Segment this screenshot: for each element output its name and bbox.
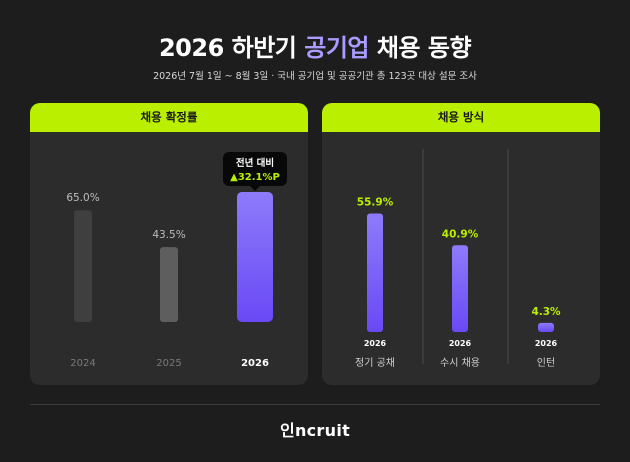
hiring-method-panel: 채용 방식 55.9% 2026 정기 공채 40.9% 2026 수시 채용 4.3% 20… — [322, 103, 600, 385]
bar-2024 — [74, 210, 92, 322]
bar-인턴 — [538, 322, 554, 332]
value-label: 65.0% — [66, 192, 99, 204]
value-label: 55.9% — [357, 196, 394, 208]
bar-2025 — [160, 247, 178, 322]
yoy-badge-pointer — [250, 186, 260, 191]
yoy-badge-value: ▲32.1%P — [230, 172, 280, 183]
value-label: 40.9% — [442, 228, 479, 240]
category-label: 2026 — [241, 358, 269, 369]
year-label: 2026 — [449, 339, 472, 348]
year-label: 2026 — [535, 339, 558, 348]
year-label: 2026 — [364, 339, 387, 348]
bar-2026 — [237, 191, 273, 322]
footer-divider — [30, 404, 600, 405]
bar-수시 채용 — [452, 245, 468, 332]
yoy-badge-title: 전년 대비 — [236, 157, 274, 169]
page-subtitle: 2026년 7월 1일 ~ 8월 3일 · 국내 공기업 및 공공기관 총 12… — [153, 71, 477, 82]
category-label: 2025 — [156, 358, 181, 369]
bar-정기 공채 — [367, 213, 383, 332]
incruit-logo: 인ncruit — [279, 421, 351, 440]
title-suffix: 채용 동향 — [376, 34, 472, 62]
category-label: 수시 채용 — [440, 357, 480, 369]
value-label: 43.5% — [152, 229, 185, 241]
category-label: 인턴 — [537, 357, 555, 369]
title-prefix: 2026 하반기 — [158, 34, 297, 62]
category-label: 정기 공채 — [355, 357, 395, 369]
panel-title: 채용 확정률 — [30, 103, 308, 132]
panel-title: 채용 방식 — [322, 103, 600, 132]
page-title: 2026 하반기 공기업 채용 동향 — [0, 28, 630, 63]
category-label: 2024 — [70, 358, 95, 369]
hiring-method-chart: 55.9% 2026 정기 공채 40.9% 2026 수시 채용 4.3% 2026 인턴 — [355, 149, 561, 369]
title-highlight: 공기업 — [304, 34, 369, 62]
value-label: 4.3% — [531, 306, 561, 318]
yoy-badge — [223, 152, 287, 186]
